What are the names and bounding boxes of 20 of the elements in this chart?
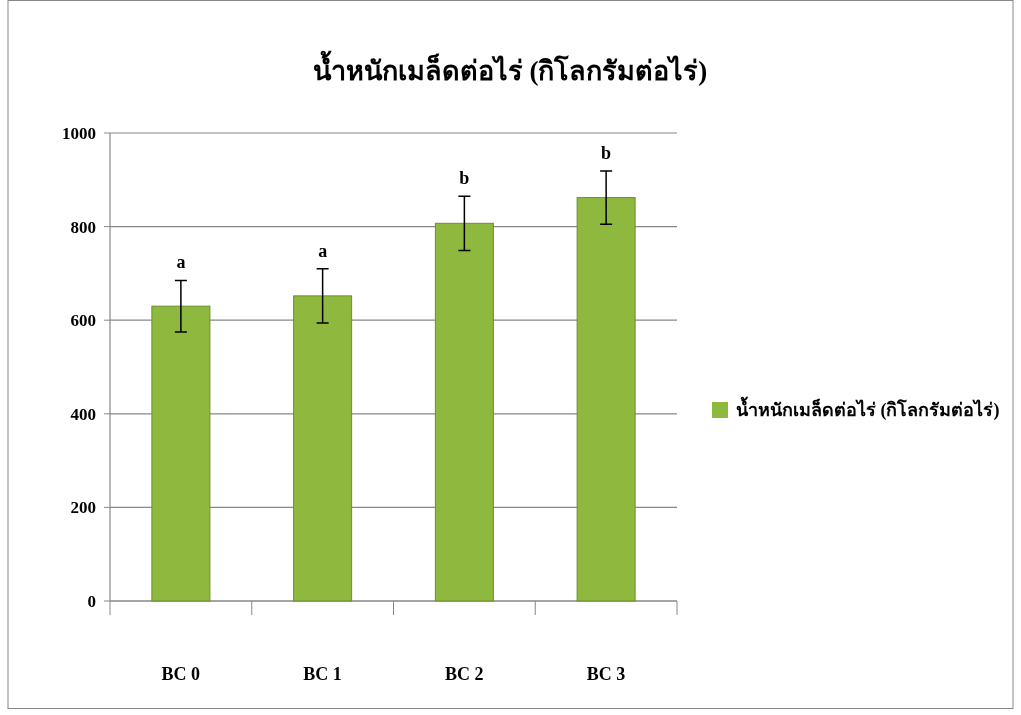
annotation: b xyxy=(601,142,612,163)
x-tick-label: BC 1 xyxy=(303,664,342,684)
y-tick-label: 800 xyxy=(70,217,96,237)
chart-title: น้ำหนักเมล็ดต่อไร่ (กิโลกรัมต่อไร่) xyxy=(312,50,708,86)
bar xyxy=(151,305,211,602)
bar xyxy=(434,222,494,602)
x-tick-label: BC 3 xyxy=(586,664,626,684)
annotation: b xyxy=(459,168,470,189)
y-tick-label: 200 xyxy=(70,498,96,518)
bar xyxy=(576,197,636,602)
x-tick-label: BC 0 xyxy=(161,664,201,684)
legend-label: น้ำหนักเมล็ดต่อไร่ (กิโลกรัมต่อไร่) xyxy=(736,396,1000,421)
y-tick-label: 400 xyxy=(70,404,96,424)
y-tick-label: 0 xyxy=(87,592,96,611)
x-tick-label: BC 2 xyxy=(445,664,484,684)
annotation: a xyxy=(318,240,328,261)
y-tick-label: 1000 xyxy=(62,124,96,143)
annotation: a xyxy=(176,252,186,273)
bar xyxy=(293,295,353,602)
y-tick-label: 600 xyxy=(70,311,96,331)
